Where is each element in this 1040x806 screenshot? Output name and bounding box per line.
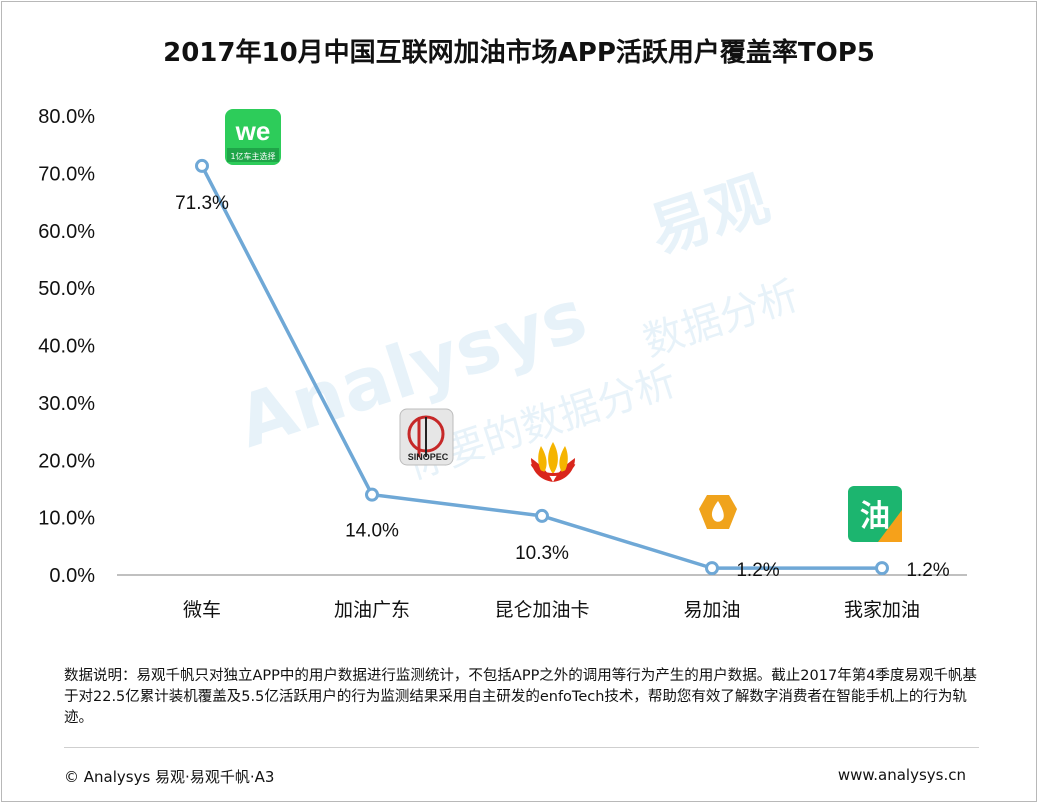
data-labels: 71.3% 14.0% 10.3% 1.2% 1.2% bbox=[175, 193, 950, 581]
data-label: 1.2% bbox=[906, 560, 949, 581]
yijiayou-app-icon bbox=[690, 485, 746, 541]
y-tick-label: 0.0% bbox=[49, 565, 95, 587]
data-point bbox=[195, 158, 209, 173]
footer-website: www.analysys.cn bbox=[837, 766, 966, 784]
watermark-tagline-a: 数据分析 bbox=[638, 273, 804, 366]
y-tick-label: 40.0% bbox=[38, 336, 95, 358]
footer-divider bbox=[64, 747, 979, 748]
data-label: 14.0% bbox=[345, 521, 399, 542]
data-label: 71.3% bbox=[175, 193, 229, 214]
x-category-label: 昆仑加油卡 bbox=[494, 599, 589, 621]
y-tick-label: 20.0% bbox=[38, 450, 95, 472]
wojia-app-icon: 油 bbox=[848, 486, 902, 542]
watermark: Analysys 易观 数据分析 你要的数据分析 bbox=[228, 164, 804, 489]
y-tick-label: 60.0% bbox=[38, 221, 95, 243]
data-label: 1.2% bbox=[736, 560, 779, 581]
sinopec-icon-text: SINOPEC bbox=[408, 452, 449, 462]
y-axis-ticks: 0.0% 10.0% 20.0% 30.0% 40.0% 50.0% 60.0% 70.0% 8… bbox=[38, 106, 95, 587]
we-icon-text: we bbox=[235, 116, 271, 146]
chart-title: 2017年10月中国互联网加油市场APP活跃用户覆盖率TOP5 bbox=[163, 38, 875, 68]
y-tick-label: 50.0% bbox=[38, 278, 95, 300]
watermark-brand-cn: 易观 bbox=[642, 164, 778, 268]
data-note: 数据说明：易观千帆只对独立APP中的用户数据进行监测统计，不包括APP之外的调用… bbox=[64, 668, 977, 726]
footer-copyright: © Analysys 易观·易观千帆·A3 bbox=[64, 768, 275, 786]
petrochina-app-icon bbox=[530, 442, 576, 482]
y-tick-label: 10.0% bbox=[38, 508, 95, 530]
x-category-label: 微车 bbox=[183, 599, 221, 621]
we-icon-subtext: 1亿车主选择 bbox=[230, 151, 275, 161]
we-app-icon: we 1亿车主选择 bbox=[225, 109, 281, 165]
x-category-label: 我家加油 bbox=[844, 599, 920, 621]
line-chart: Analysys 易观 数据分析 你要的数据分析 0.0% 10.0% 20.0% 3… bbox=[38, 106, 967, 621]
x-axis-categories: 微车 加油广东 昆仑加油卡 易加油 我家加油 bbox=[183, 599, 920, 621]
x-category-label: 加油广东 bbox=[334, 599, 410, 621]
y-tick-label: 80.0% bbox=[38, 106, 95, 128]
y-tick-label: 30.0% bbox=[38, 393, 95, 415]
data-point bbox=[365, 487, 379, 502]
x-category-label: 易加油 bbox=[683, 599, 740, 621]
series-line bbox=[195, 158, 889, 576]
data-point bbox=[705, 561, 719, 576]
sinopec-app-icon: SINOPEC bbox=[399, 408, 454, 466]
data-point bbox=[875, 561, 889, 576]
wojia-icon-text: 油 bbox=[860, 499, 890, 534]
data-point bbox=[535, 508, 549, 523]
data-label: 10.3% bbox=[515, 543, 569, 564]
y-tick-label: 70.0% bbox=[38, 163, 95, 185]
